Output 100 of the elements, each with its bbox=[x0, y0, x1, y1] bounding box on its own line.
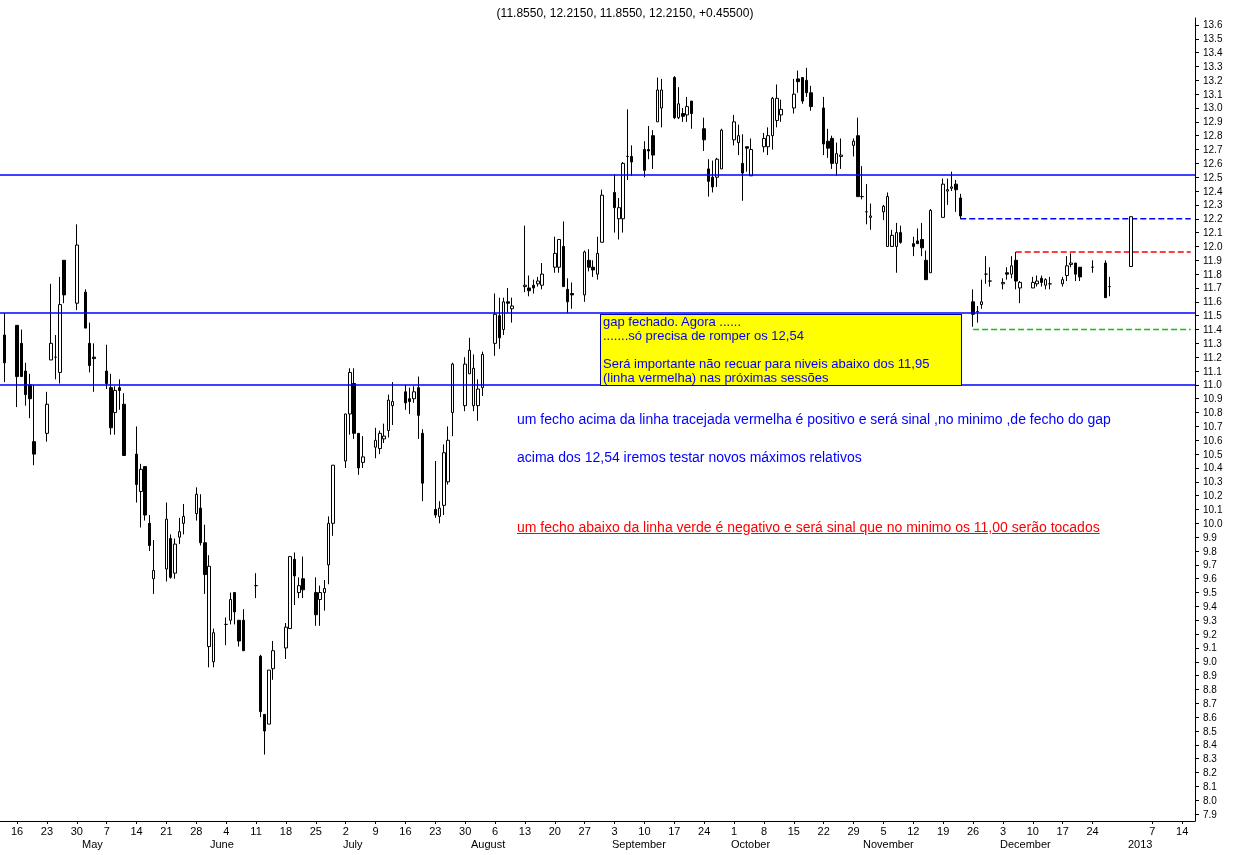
candlestick bbox=[152, 539, 155, 595]
candlestick bbox=[865, 183, 868, 225]
annotation: gap fechado. Agora ...... .......só precisa de romper os 12,54 Será importante não recuar para niveis abaixo dos 11,95 (linha vermelha) nas próximas sessões bbox=[600, 314, 962, 386]
y-tick-label: 12.9 bbox=[1203, 116, 1223, 128]
y-tick-label: 9.2 bbox=[1203, 628, 1218, 640]
x-tick-label: 7 bbox=[1149, 824, 1156, 837]
candlestick bbox=[1044, 277, 1047, 290]
y-tick-label: 8.6 bbox=[1203, 711, 1218, 723]
y-tick-label: 10.7 bbox=[1203, 420, 1223, 432]
x-tick-label: 26 bbox=[966, 824, 980, 837]
y-tick-label: 8.1 bbox=[1203, 780, 1218, 792]
candlestick bbox=[702, 117, 706, 152]
candlestick bbox=[553, 236, 557, 274]
y-tick-label: 8.2 bbox=[1203, 767, 1218, 779]
x-tick-label: 19 bbox=[937, 824, 950, 837]
x-tick-label: 24 bbox=[1086, 824, 1099, 837]
candlestick bbox=[165, 502, 168, 582]
x-tick-label: 17 bbox=[1056, 824, 1069, 837]
y-tick-label: 9.9 bbox=[1203, 531, 1218, 543]
candlestick bbox=[984, 255, 988, 285]
chart-title: (11.8550, 12.2150, 11.8550, 12.2150, +0.45500) bbox=[496, 6, 754, 20]
y-tick-label: 10.2 bbox=[1203, 490, 1223, 502]
candlestick bbox=[941, 178, 945, 218]
candlestick bbox=[869, 203, 872, 231]
candlestick bbox=[856, 117, 860, 198]
y-tick-label: 12.5 bbox=[1203, 171, 1223, 183]
text: December bbox=[1000, 838, 1051, 851]
y-tick-label: 7.9 bbox=[1203, 808, 1218, 820]
y-tick-label: 8.0 bbox=[1203, 794, 1218, 806]
y-tick-label: 9.5 bbox=[1203, 587, 1218, 599]
y-tick-label: 12.2 bbox=[1203, 213, 1223, 225]
candlestick bbox=[959, 193, 962, 220]
candlestick bbox=[626, 108, 629, 181]
candlestick bbox=[741, 133, 744, 202]
y-tick-label: 11.7 bbox=[1203, 282, 1223, 294]
candlestick bbox=[980, 279, 983, 310]
x-tick-label: 29 bbox=[847, 824, 860, 837]
candlestick bbox=[673, 75, 676, 120]
candlestick bbox=[314, 576, 318, 627]
y-tick-label: 12.8 bbox=[1203, 130, 1223, 142]
candlestick bbox=[707, 158, 710, 198]
y-tick-label: 12.0 bbox=[1203, 240, 1223, 252]
x-tick-label: 23 bbox=[429, 824, 442, 837]
y-tick-label: 12.7 bbox=[1203, 144, 1223, 156]
y-tick-label: 12.4 bbox=[1203, 185, 1223, 197]
y-tick-label: 13.2 bbox=[1203, 74, 1223, 86]
candlestick bbox=[660, 78, 663, 128]
x-tick-label: 3 bbox=[611, 824, 618, 837]
candlestick bbox=[229, 592, 232, 625]
candlestick bbox=[105, 344, 108, 390]
candlestick bbox=[178, 517, 181, 545]
x-tick-label: 22 bbox=[817, 824, 830, 837]
x-tick-label: 27 bbox=[578, 824, 591, 837]
x-tick-label: 20 bbox=[548, 824, 561, 837]
candlestick bbox=[45, 391, 49, 443]
candlestick bbox=[570, 281, 574, 310]
x-tick-label: 23 bbox=[40, 824, 54, 837]
candlestick bbox=[1104, 259, 1107, 299]
candlestick bbox=[259, 654, 262, 718]
y-tick-label: 10.4 bbox=[1203, 462, 1223, 474]
y-tick-label: 13.6 bbox=[1203, 19, 1223, 31]
candlestick bbox=[920, 222, 924, 257]
candlestick bbox=[1061, 276, 1064, 288]
y-tick-label: 12.1 bbox=[1203, 227, 1223, 239]
candlestick bbox=[122, 392, 126, 456]
annotation: um fecho acima da linha tracejada vermelha é positivo e será sinal ,no minimo ,de fecho do gap bbox=[517, 411, 1111, 428]
y-tick-label: 8.4 bbox=[1203, 739, 1218, 751]
candlestick bbox=[451, 362, 454, 437]
candlestick bbox=[254, 572, 258, 599]
y-tick-label: 13.1 bbox=[1203, 88, 1223, 100]
candlestick bbox=[976, 305, 979, 324]
y-tick-label: 9.3 bbox=[1203, 614, 1218, 626]
text: June bbox=[210, 838, 234, 851]
y-tick-label: 9.1 bbox=[1203, 642, 1218, 654]
y-tick-label: 10.1 bbox=[1203, 503, 1223, 515]
candlestick bbox=[600, 189, 604, 243]
y-tick-label: 11.0 bbox=[1203, 379, 1223, 391]
x-tick-label: 30 bbox=[70, 824, 83, 837]
candlestick bbox=[651, 129, 655, 170]
y-tick-label: 8.8 bbox=[1203, 683, 1218, 695]
text: July bbox=[343, 838, 363, 851]
x-tick-label: 17 bbox=[668, 824, 681, 837]
y-tick-label: 11.4 bbox=[1203, 324, 1223, 336]
text: November bbox=[863, 838, 914, 851]
x-tick-label: 25 bbox=[309, 824, 322, 837]
x-tick-label: 11 bbox=[250, 824, 262, 837]
candlestick bbox=[148, 514, 151, 552]
candlestick bbox=[3, 312, 6, 383]
x-tick-label: 24 bbox=[698, 824, 711, 837]
candlestick bbox=[1031, 276, 1035, 289]
x-tick-label: 9 bbox=[372, 824, 379, 837]
y-tick-label: 11.1 bbox=[1203, 365, 1223, 377]
candlestick bbox=[62, 259, 66, 304]
x-tick-label: 4 bbox=[223, 824, 230, 837]
y-tick-label: 8.5 bbox=[1203, 725, 1218, 737]
candlestick bbox=[1048, 276, 1052, 290]
y-tick-label: 11.6 bbox=[1203, 296, 1223, 308]
candlestick bbox=[421, 428, 424, 502]
x-tick-label: 7 bbox=[103, 824, 110, 837]
x-tick-label: 14 bbox=[1176, 824, 1189, 837]
